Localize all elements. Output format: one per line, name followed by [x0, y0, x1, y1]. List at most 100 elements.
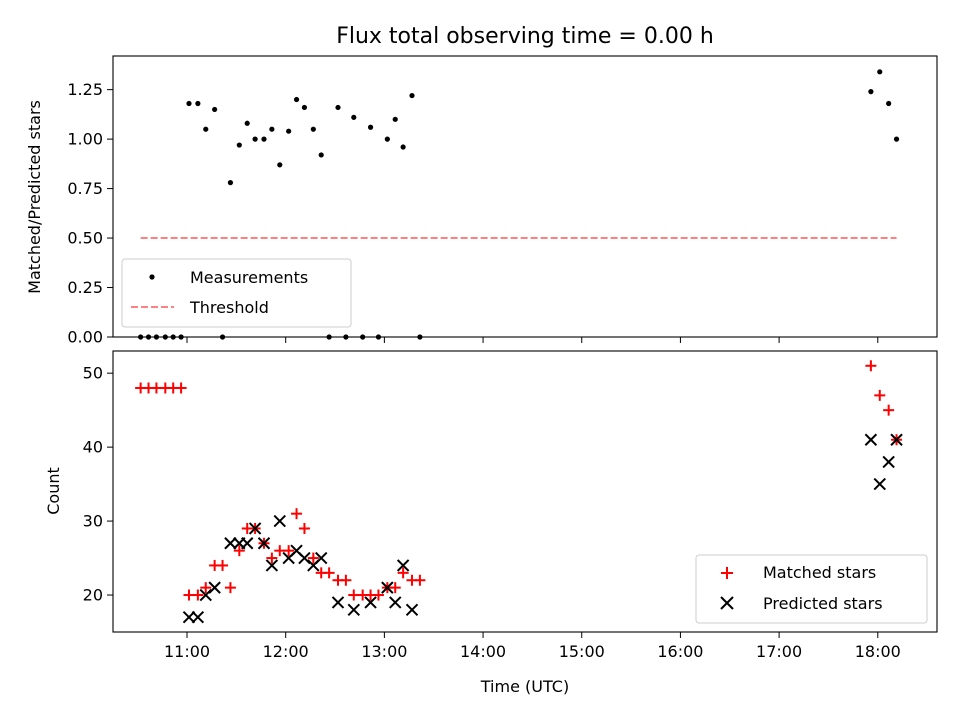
top-title: Flux total observing time = 0.00 h — [336, 24, 714, 49]
bottom-x-tick-label: 13:00 — [361, 642, 407, 661]
matched-stars-point — [389, 582, 401, 594]
measurements-point — [261, 136, 267, 142]
measurements-point — [301, 104, 308, 111]
bottom-x-axis-label: Time (UTC) — [480, 677, 569, 696]
matched-stars-point — [291, 508, 303, 520]
measurements-point — [186, 100, 192, 107]
legend-threshold-label: Threshold — [189, 298, 269, 317]
bottom-x-ticks: 11:00 12:00 13:00 14:00 15:00 16:00 17:00 18:00 — [164, 632, 901, 661]
predicted-stars-point — [389, 596, 402, 609]
predicted-stars-point — [191, 611, 205, 624]
measurements-point — [392, 116, 398, 122]
predicted-stars-point — [315, 551, 328, 565]
predicted-stars-point — [396, 559, 410, 572]
measurements-point — [212, 106, 218, 113]
measurements-point — [227, 180, 234, 186]
predicted-stars-point — [864, 433, 878, 446]
bottom-legend: Matched stars Predicted stars — [695, 554, 928, 624]
legend-matched-marker — [721, 567, 733, 579]
bottom-legend-box — [695, 554, 928, 624]
measurements-point — [286, 128, 292, 134]
legend-measurements-label: Measurements — [190, 268, 308, 287]
matched-stars-point — [175, 382, 187, 394]
legend-measurements-marker — [149, 274, 155, 280]
top-plot-frame — [112, 55, 938, 338]
predicted-stars-point — [347, 603, 360, 617]
matched-stars-point — [200, 582, 212, 594]
matched-stars-point — [883, 404, 895, 416]
top-y-tick-label: 1.00 — [67, 130, 103, 149]
measurements-point — [335, 104, 341, 111]
matched-stars-point — [283, 545, 295, 557]
predicted-stars-point — [882, 455, 895, 469]
predicted-stars-point — [298, 551, 311, 565]
predicted-stars-point — [182, 611, 196, 624]
bottom-y-tick-label: 20 — [83, 586, 103, 605]
legend-predicted-marker — [720, 596, 734, 610]
top-y-axis-label: Matched/Predicted stars — [25, 100, 44, 294]
measurements-point — [384, 136, 390, 142]
top-y-tick-label: 0.50 — [67, 229, 103, 248]
measurements-point — [293, 96, 300, 103]
measurements-point — [277, 162, 283, 168]
predicted-stars-point — [273, 514, 286, 528]
top-y-ticks: 0.00 0.25 0.50 0.75 1.00 1.25 — [67, 80, 113, 347]
matched-stars-point — [233, 545, 245, 557]
matched-stars-point — [298, 522, 310, 534]
measurements-point — [252, 136, 258, 142]
bottom-y-tick-label: 40 — [83, 438, 103, 457]
measurements-point — [367, 124, 374, 130]
measurements-point — [310, 126, 316, 132]
matched-stars-point — [874, 389, 886, 401]
top-legend: Measurements Threshold — [121, 258, 352, 328]
matched-stars-point — [397, 567, 409, 579]
predicted-stars-point — [199, 588, 212, 602]
legend-predicted-label: Predicted stars — [763, 594, 883, 613]
measurements-point — [244, 120, 250, 126]
bottom-y-axis-label: Count — [44, 467, 63, 515]
bottom-x-tick-label: 16:00 — [657, 642, 703, 661]
matched-stars-point — [192, 589, 204, 601]
predicted-stars-point — [381, 581, 394, 594]
predicted-stars-point — [224, 537, 237, 550]
measurements-point — [318, 152, 324, 158]
bottom-data-marks — [135, 360, 903, 624]
measurements-point — [236, 142, 242, 148]
top-legend-box — [121, 258, 352, 328]
bottom-panel: Count Time (UTC) 20 30 40 50 11:00 12:00 13:0… — [44, 350, 938, 696]
top-y-tick-label: 1.25 — [67, 80, 103, 99]
predicted-stars-point — [208, 581, 221, 594]
measurements-point — [868, 89, 874, 95]
measurements-point — [269, 126, 275, 132]
top-y-tick-label: 0.75 — [67, 179, 103, 198]
measurements-point — [893, 136, 900, 142]
matched-stars-point — [217, 559, 229, 571]
bottom-x-tick-label: 17:00 — [756, 642, 802, 661]
matched-stars-point — [224, 582, 236, 594]
bottom-x-tick-label: 11:00 — [164, 642, 210, 661]
matched-stars-point — [323, 567, 335, 579]
bottom-x-tick-label: 14:00 — [460, 642, 506, 661]
bottom-x-tick-label: 12:00 — [263, 642, 309, 661]
legend-matched-label: Matched stars — [763, 563, 876, 582]
measurements-point — [400, 144, 406, 150]
measurements-point — [886, 100, 892, 107]
bottom-y-ticks: 20 30 40 50 — [83, 364, 113, 605]
matched-stars-point — [865, 360, 877, 372]
predicted-stars-point — [265, 559, 279, 572]
bottom-x-tick-label: 18:00 — [855, 642, 901, 661]
bottom-x-tick-label: 15:00 — [559, 642, 605, 661]
predicted-stars-point — [890, 433, 903, 446]
matched-stars-point — [340, 574, 352, 586]
predicted-stars-point — [873, 477, 886, 491]
measurements-point — [195, 100, 201, 107]
predicted-stars-point — [405, 603, 419, 617]
predicted-stars-point — [248, 522, 262, 535]
matched-stars-point — [307, 552, 319, 564]
measurements-point — [351, 114, 357, 120]
top-data-marks — [138, 69, 900, 340]
bottom-y-tick-label: 50 — [83, 364, 103, 383]
matched-stars-point — [414, 574, 426, 586]
bottom-plot-frame — [112, 350, 938, 633]
